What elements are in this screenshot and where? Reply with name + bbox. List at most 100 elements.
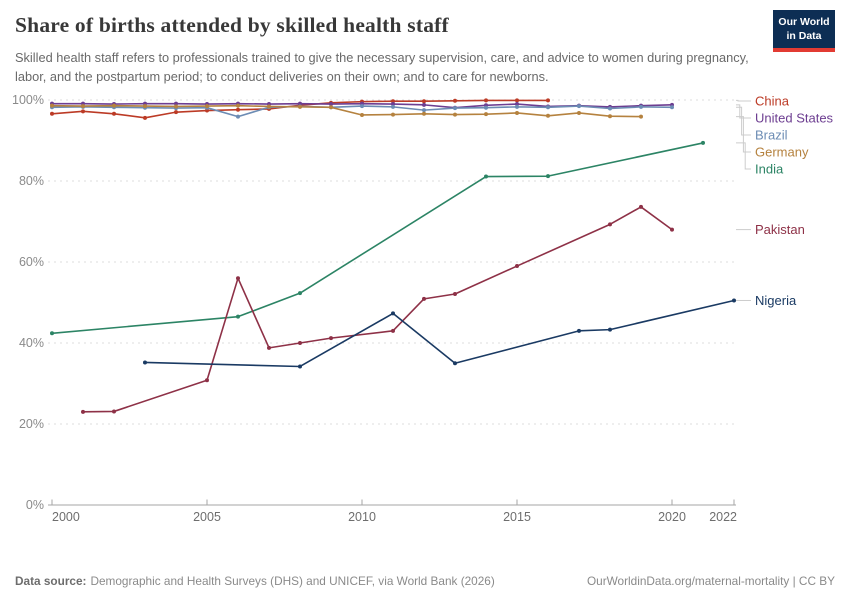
legend-connector — [736, 116, 751, 153]
data-point — [205, 378, 209, 383]
y-axis-label: 20% — [19, 417, 44, 431]
owid-logo-line2: in Data — [786, 29, 822, 42]
data-point — [360, 113, 364, 118]
data-point — [50, 331, 54, 336]
data-point — [236, 104, 240, 109]
data-point — [391, 311, 395, 316]
data-point — [453, 361, 457, 366]
data-point — [50, 112, 54, 117]
y-axis-label: 80% — [19, 174, 44, 188]
owid-logo-line1: Our World — [778, 16, 830, 28]
data-point — [422, 103, 426, 108]
data-point — [515, 98, 519, 103]
data-point — [577, 329, 581, 334]
series-nigeria[interactable] — [143, 298, 736, 369]
x-axis-label: 2005 — [193, 510, 221, 524]
data-source: Data source: Demographic and Health Surve… — [15, 574, 495, 588]
series-line-germany[interactable] — [51, 105, 642, 118]
series-germany[interactable] — [50, 104, 643, 119]
x-axis-label: 2010 — [348, 510, 376, 524]
data-point — [453, 292, 457, 297]
legend-label-nigeria[interactable]: Nigeria — [755, 293, 797, 308]
y-axis-label: 100% — [12, 93, 44, 107]
data-point — [267, 104, 271, 109]
data-point — [484, 112, 488, 117]
data-point — [453, 106, 457, 111]
legend-label-germany[interactable]: Germany — [755, 145, 809, 160]
series-line-india[interactable] — [51, 142, 704, 335]
data-point — [639, 105, 643, 110]
data-point — [298, 105, 302, 110]
data-point — [515, 264, 519, 269]
chart-header: Share of births attended by skilled heal… — [0, 0, 850, 86]
chart-area: 0% 20% 40% 60% 80% 100% 2000 2005 2010 2015 2020 20… — [0, 91, 850, 539]
legend-connector — [736, 100, 751, 102]
data-point — [112, 409, 116, 414]
data-point — [81, 104, 85, 109]
data-point — [298, 364, 302, 369]
data-point — [143, 360, 147, 365]
legend-label-india[interactable]: India — [755, 162, 784, 177]
data-point — [484, 174, 488, 179]
x-axis-label: 2020 — [658, 510, 686, 524]
data-point — [732, 298, 736, 303]
data-point — [608, 222, 612, 227]
data-point — [391, 105, 395, 110]
data-point — [112, 112, 116, 117]
data-point — [329, 105, 333, 110]
data-point — [608, 106, 612, 111]
data-point — [81, 109, 85, 114]
data-point — [701, 141, 705, 146]
data-point — [422, 108, 426, 113]
data-point — [515, 102, 519, 107]
data-point — [484, 98, 488, 103]
legend-label-pakistan[interactable]: Pakistan — [755, 222, 805, 237]
data-point — [546, 105, 550, 110]
data-point — [329, 336, 333, 341]
data-point — [453, 99, 457, 104]
legend-label-brazil[interactable]: Brazil — [755, 128, 788, 143]
data-point — [577, 104, 581, 109]
data-point — [267, 346, 271, 351]
legend-connector — [736, 104, 751, 119]
legend-label-china[interactable]: China — [755, 94, 790, 109]
y-axis-label: 60% — [19, 255, 44, 269]
data-point — [546, 114, 550, 119]
data-point — [81, 410, 85, 415]
data-point — [453, 112, 457, 117]
data-source-label: Data source: — [15, 574, 87, 588]
line-chart: 0% 20% 40% 60% 80% 100% 2000 2005 2010 2015 2020 20… — [12, 93, 834, 524]
series-china[interactable] — [50, 98, 550, 121]
page-title: Share of births attended by skilled heal… — [15, 13, 449, 37]
data-point — [391, 102, 395, 107]
legend-connector — [736, 142, 751, 170]
x-axis-label: 2000 — [52, 510, 80, 524]
series-india[interactable] — [50, 141, 705, 336]
series-pakistan[interactable] — [81, 205, 674, 415]
data-point — [236, 315, 240, 320]
data-point — [608, 328, 612, 333]
chart-footer: Data source: Demographic and Health Surve… — [15, 574, 835, 588]
data-point — [391, 112, 395, 117]
data-point — [329, 102, 333, 107]
data-point — [360, 104, 364, 109]
owid-logo[interactable]: Our World in Data — [773, 10, 835, 53]
data-point — [670, 227, 674, 232]
data-point — [608, 114, 612, 119]
data-point — [639, 114, 643, 119]
legend-label-united-states[interactable]: United States — [755, 111, 834, 126]
legend-connector — [736, 107, 751, 136]
data-point — [143, 104, 147, 109]
data-point — [205, 108, 209, 113]
data-point — [298, 102, 302, 107]
series-line-pakistan[interactable] — [82, 206, 673, 414]
data-point — [298, 291, 302, 296]
series-line-nigeria[interactable] — [144, 300, 735, 368]
data-point — [236, 114, 240, 119]
license-link[interactable]: OurWorldinData.org/maternal-mortality | … — [586, 574, 835, 588]
data-point — [577, 111, 581, 116]
data-point — [236, 108, 240, 113]
data-point — [50, 104, 54, 109]
data-point — [422, 112, 426, 117]
